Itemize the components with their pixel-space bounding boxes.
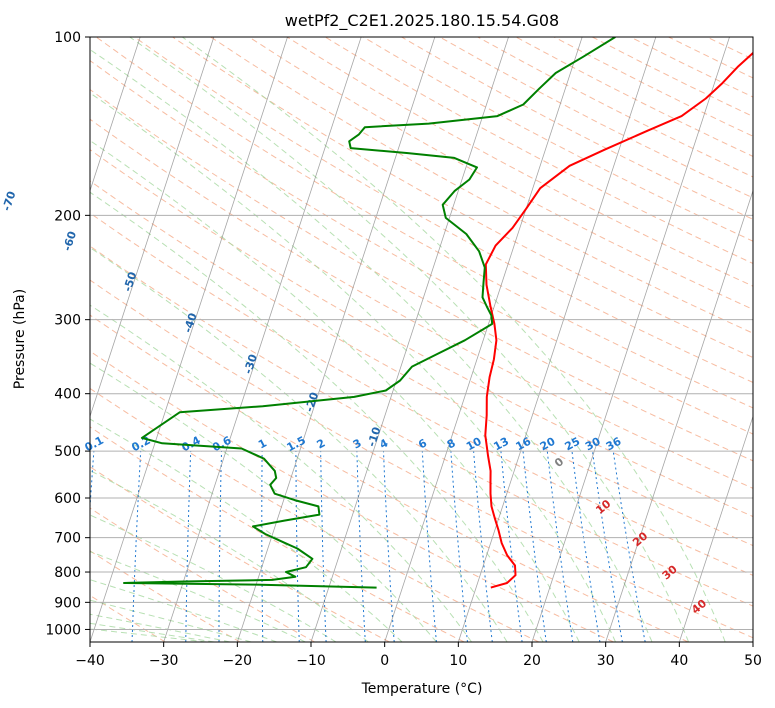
- isotherm-line: [0, 37, 67, 642]
- moist-adiabat-line: [90, 92, 616, 642]
- moist-adiabat-line: [90, 246, 508, 642]
- dewpoint-line: [123, 37, 616, 589]
- isotherm-label: -10: [365, 425, 384, 448]
- dry-adiabat-line: [90, 507, 315, 642]
- isotherm-line: [90, 37, 288, 642]
- dry-adiabat-line: [90, 314, 689, 642]
- y-tick-label: 1000: [45, 622, 81, 638]
- isotherm-line: [163, 37, 362, 642]
- isotherm-line: [310, 37, 509, 642]
- moist-adiabat-line: [90, 139, 580, 642]
- x-axis: −40 −30 −20 −10 0 10 20 30 40 50: [75, 642, 762, 669]
- moist-adiabat-line: [90, 469, 369, 642]
- y-tick-label: 100: [54, 30, 81, 46]
- moist-adiabat-line: [182, 37, 726, 642]
- dry-adiabat-line: [90, 212, 753, 576]
- x-axis-label: Temperature (°C): [361, 681, 483, 697]
- isotherm-line: [678, 415, 753, 642]
- x-tick-label: 10: [449, 653, 467, 669]
- x-tick-label: −40: [75, 653, 105, 669]
- dry-adiabat-line: [90, 350, 614, 642]
- y-tick-label: 600: [54, 491, 81, 507]
- moist-adiabat-line: [90, 49, 653, 642]
- chart-title: wetPf2_C2E1.2025.180.15.54.G08: [285, 11, 559, 31]
- dry-adiabat-line: [248, 37, 753, 310]
- moist-adiabat-line: [90, 304, 473, 642]
- isotherm-labels: -100-90-80-70-60-50-40-30-20-10: [0, 189, 384, 448]
- isotherm-label: -70: [0, 189, 19, 212]
- y-axis-label: Pressure (hPa): [12, 289, 28, 389]
- y-tick-label: 900: [54, 595, 81, 611]
- dry-adiabat-line: [90, 245, 753, 607]
- mixing-ratio-label: 16: [514, 435, 534, 454]
- mixing-ratio-label: 30: [583, 435, 603, 454]
- dry-adiabat-line: [90, 149, 753, 518]
- dry-adiabat-line: [95, 37, 753, 409]
- y-axis: 100 200 300 400 500 600 700 800 900 1000: [45, 30, 90, 638]
- moist-adiabat-line: [90, 418, 403, 642]
- moist-adiabat-line: [90, 191, 544, 642]
- temperature-line: [484, 51, 753, 589]
- mixing-ratio-label: 36: [604, 435, 624, 454]
- isotherm-label: -60: [61, 229, 80, 252]
- mixing-ratio-label: 25: [563, 435, 583, 454]
- dry-adiabat-line: [90, 550, 241, 642]
- mixing-ratio-label: 20: [538, 435, 558, 454]
- mixing-ratio-labels: 0.1 0.2 0.4 0.6 1 1.5 2 3 4 6 8 10 13 16 20 25 30 36: [83, 434, 624, 455]
- y-tick-label: 300: [54, 313, 81, 329]
- x-tick-label: 0: [380, 653, 389, 669]
- moist-adiabat-line: [90, 514, 337, 642]
- y-tick-label: 400: [54, 387, 81, 403]
- isotherm-line: [384, 37, 583, 642]
- x-tick-label: −30: [149, 653, 179, 669]
- dry-adiabat-line: [90, 387, 540, 642]
- isotherm-line: [90, 37, 141, 192]
- mixing-ratio-label: 13: [491, 435, 511, 454]
- background-lines: [0, 37, 753, 642]
- dry-adiabat-line: [210, 37, 753, 334]
- x-tick-label: 30: [597, 653, 615, 669]
- dry-adiabat-line: [90, 118, 753, 489]
- isotherm-label: -30: [241, 352, 260, 375]
- dry-adiabat-line: [90, 426, 465, 642]
- plot-background: [90, 37, 753, 642]
- moist-adiabat-line: [129, 37, 690, 642]
- profile-series: [123, 37, 753, 589]
- dry-adiabat-line: [134, 37, 753, 383]
- isotherm-label: -40: [181, 311, 200, 334]
- x-tick-label: 50: [744, 653, 762, 669]
- dry-adiabat-line: [90, 180, 753, 547]
- y-tick-label: 500: [54, 444, 81, 460]
- x-tick-label: −10: [296, 653, 326, 669]
- isotherm-line: [531, 37, 730, 642]
- x-tick-label: −20: [223, 653, 253, 669]
- isotherm-line: [605, 189, 753, 642]
- plot-frame: [89, 36, 754, 643]
- mixing-ratio-label: 10: [464, 435, 484, 454]
- x-tick-label: 20: [523, 653, 541, 669]
- y-tick-label: 800: [54, 565, 81, 581]
- isotherm-line: [457, 37, 657, 642]
- isotherm-label: -50: [121, 270, 140, 293]
- isotherm-line: [90, 37, 215, 418]
- isotherm-line: [236, 37, 436, 642]
- isotherm-line: [752, 640, 753, 642]
- x-tick-label: 40: [670, 653, 688, 669]
- y-tick-label: 700: [54, 531, 81, 547]
- y-tick-label: 200: [54, 208, 81, 224]
- moist-adiabat-line: [90, 551, 306, 642]
